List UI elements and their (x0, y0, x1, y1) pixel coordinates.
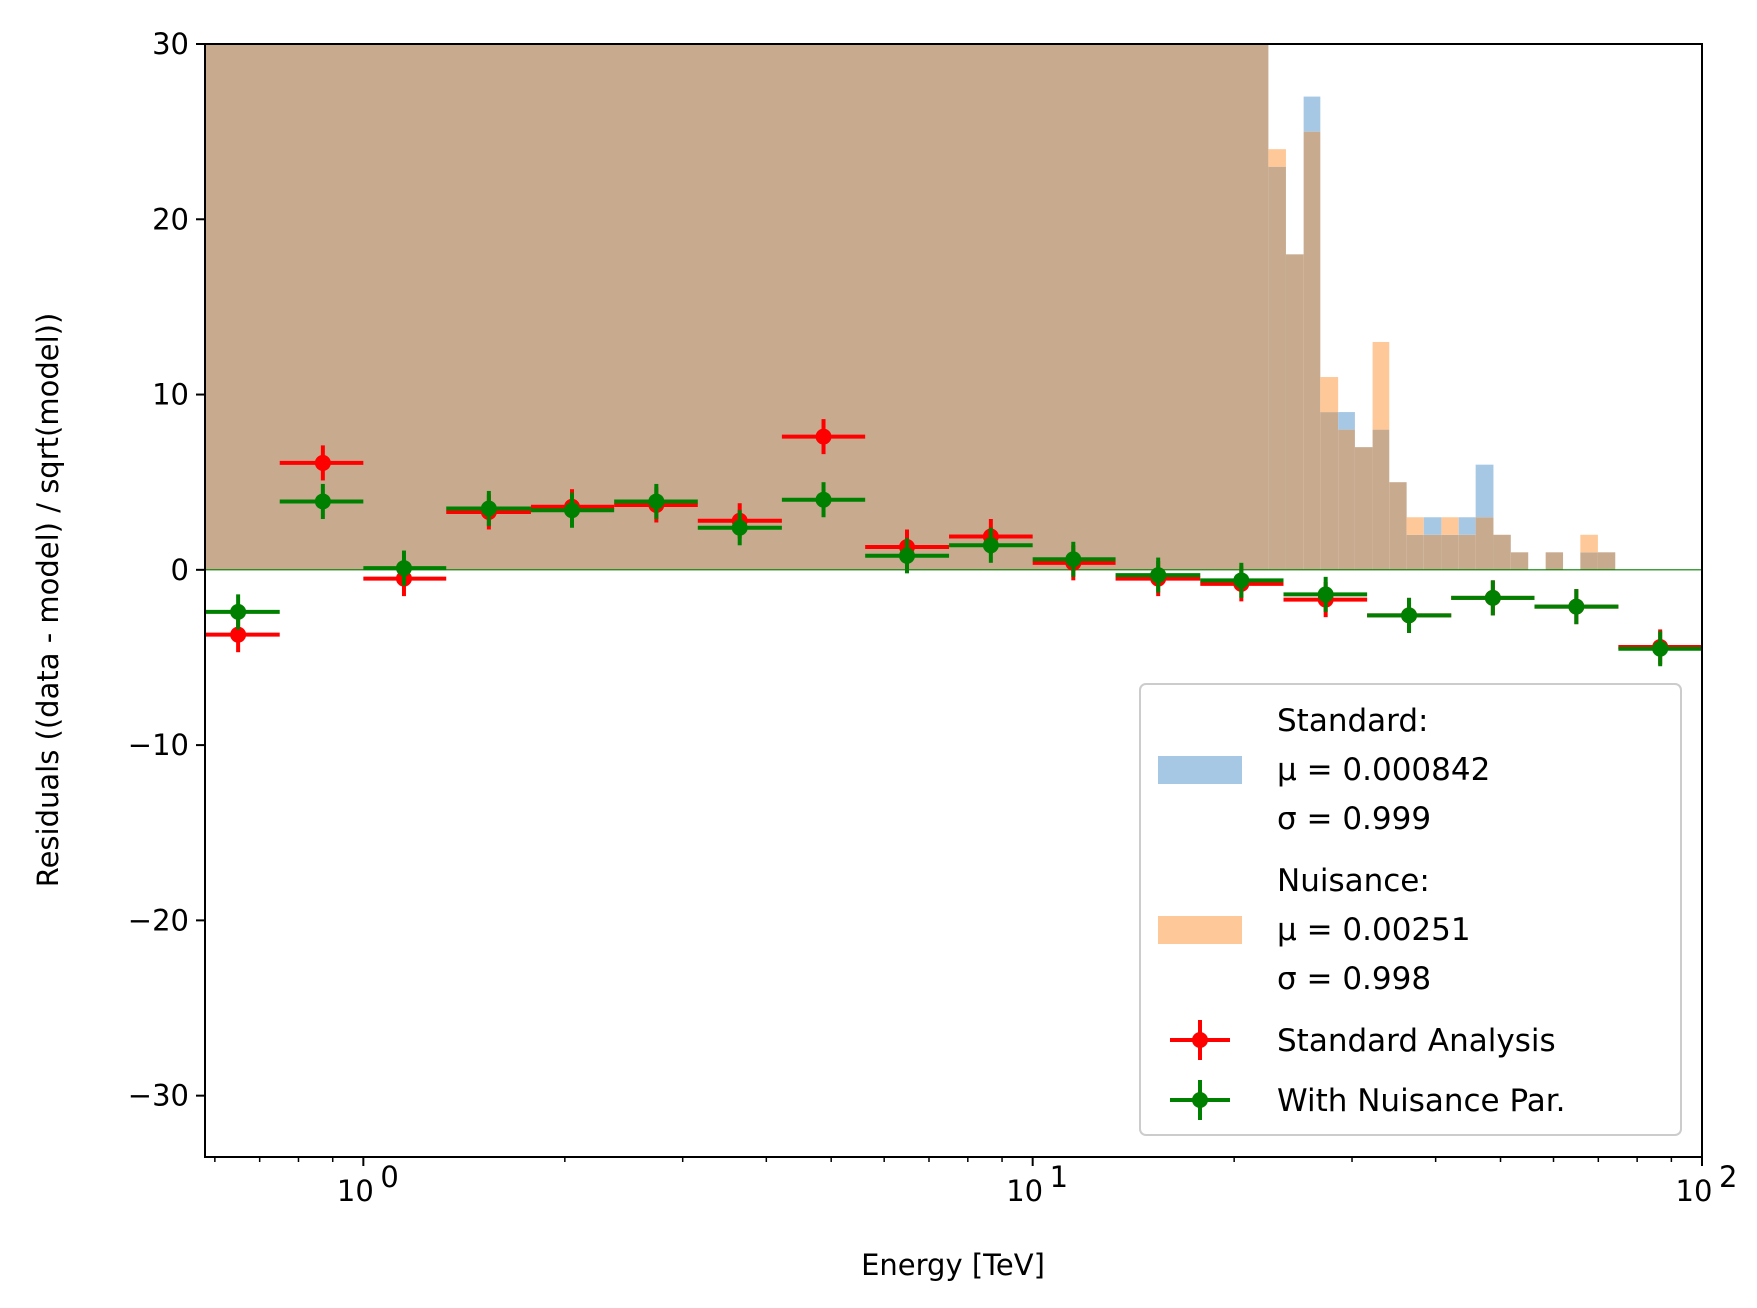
series-with-nuisance (205, 482, 1702, 667)
data-point (1401, 607, 1418, 624)
histogram-overlap-bar (1372, 429, 1390, 570)
data-point (395, 560, 412, 577)
histogram-overlap-bar (1320, 412, 1339, 570)
data-point (1317, 586, 1334, 603)
data-point (648, 493, 665, 510)
histogram-bar-standard (1458, 517, 1476, 535)
x-axis-title: Energy [TeV] (861, 1248, 1045, 1282)
data-point (982, 537, 999, 554)
histogram-overlap-bar (1458, 534, 1476, 570)
legend-nuisance-title: Nuisance: (1277, 863, 1430, 899)
x-tick-label: 10 (1006, 1174, 1043, 1208)
data-point (899, 547, 916, 564)
histogram-overlap-bar (1303, 131, 1321, 570)
legend: Standard: μ = 0.000842 σ = 0.999 Nuisanc… (1139, 683, 1682, 1136)
histogram-bar-nuisance (1268, 149, 1286, 167)
errorbar-layer (205, 419, 1702, 667)
y-tick-label: 20 (152, 202, 189, 236)
histogram-bar-standard (1423, 517, 1442, 535)
histogram-bar-nuisance (1320, 377, 1339, 413)
histogram-bar-standard (1303, 96, 1321, 132)
data-point (815, 428, 832, 445)
legend-marker-standard-analysis (1170, 1020, 1230, 1060)
histogram-bar-nuisance (1441, 517, 1459, 535)
data-point (1568, 598, 1585, 615)
y-axis-title: Residuals ((data - model) / sqrt(model)) (31, 313, 65, 888)
data-point (314, 493, 331, 510)
histogram-overlap-bar (1510, 552, 1529, 570)
x-tick-label: 10 (1676, 1174, 1713, 1208)
y-tick-label: −30 (128, 1079, 189, 1113)
y-tick-label: 10 (152, 378, 189, 412)
data-point (815, 491, 832, 508)
data-point (230, 626, 247, 643)
histogram-overlap-bar (1493, 534, 1511, 570)
histogram-overlap-bar (1389, 482, 1407, 570)
histogram-bar-nuisance (1372, 341, 1390, 430)
x-axis: 10 0 10 1 10 2 (214, 1157, 1737, 1208)
legend-marker-with-nuisance (1170, 1080, 1230, 1120)
histogram-overlap-bar (1597, 552, 1616, 570)
y-axis: 30 20 10 0 −10 −20 −30 (128, 27, 205, 1113)
data-point (1233, 572, 1250, 589)
legend-standard-title: Standard: (1277, 703, 1428, 739)
legend-label-standard-analysis: Standard Analysis (1277, 1023, 1556, 1059)
y-tick-label: −20 (128, 903, 189, 937)
legend-standard-mu: μ = 0.000842 (1277, 752, 1490, 788)
legend-standard-sigma: σ = 0.999 (1277, 801, 1431, 837)
data-point (564, 502, 581, 519)
histogram-overlap-bar (1285, 254, 1304, 570)
legend-swatch-nuisance (1158, 916, 1242, 944)
histogram-overlap-bar (1545, 552, 1564, 570)
data-point (230, 603, 247, 620)
x-tick-exponent: 2 (1719, 1160, 1737, 1194)
x-tick-exponent: 1 (1050, 1160, 1068, 1194)
data-point (1150, 567, 1167, 584)
data-point (1652, 640, 1669, 657)
legend-nuisance-sigma: σ = 0.998 (1277, 961, 1431, 997)
histogram-overlap-bar (1441, 534, 1459, 570)
legend-nuisance-mu: μ = 0.00251 (1277, 912, 1471, 948)
histogram-overlap-bar (1580, 552, 1598, 570)
histogram-bar-standard (1475, 464, 1494, 518)
histogram-bar-nuisance (1406, 517, 1424, 535)
y-tick-label: −10 (128, 728, 189, 762)
y-tick-label: 0 (171, 553, 189, 587)
histogram-bar-standard (1338, 412, 1355, 430)
histogram-overlap-bar (1423, 534, 1442, 570)
plot-frame (204, 43, 1703, 1158)
legend-swatch-standard (1158, 756, 1242, 784)
histogram-overlap-bar (1354, 447, 1373, 570)
data-point (731, 519, 748, 536)
legend-box (1139, 683, 1682, 1136)
data-point (1484, 589, 1501, 606)
histogram-overlap-bar (1268, 166, 1286, 570)
histogram-layer (205, 44, 1616, 570)
legend-dot (1192, 1092, 1208, 1108)
data-point (480, 500, 497, 517)
histogram-overlap-bar (1475, 517, 1494, 570)
data-point (314, 454, 331, 471)
x-tick-label: 10 (337, 1174, 374, 1208)
legend-label-with-nuisance: With Nuisance Par. (1277, 1083, 1566, 1119)
legend-dot (1192, 1032, 1208, 1048)
histogram-bar-nuisance (1580, 534, 1598, 553)
x-tick-exponent: 0 (380, 1160, 398, 1194)
y-tick-label: 30 (152, 27, 189, 61)
data-point (1065, 551, 1082, 568)
histogram-overlap-bar (1338, 429, 1355, 570)
histogram-overlap-bar (1406, 534, 1424, 570)
histogram-overlap-bar (205, 44, 1269, 570)
